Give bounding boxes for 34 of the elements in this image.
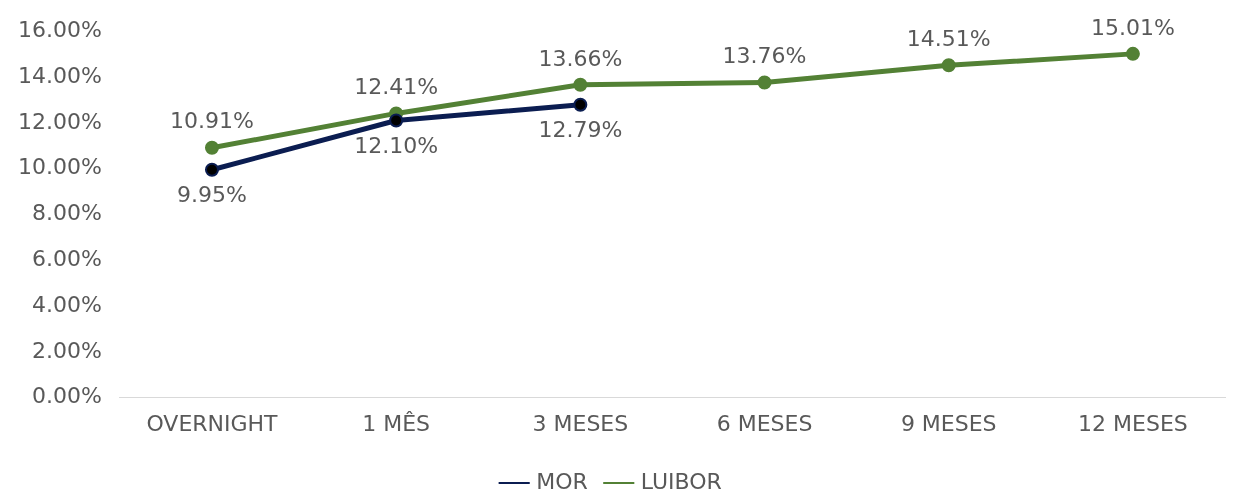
y-tick-label: 14.00% <box>18 62 102 88</box>
y-tick-label: 0.00% <box>32 383 102 409</box>
y-tick-label: 10.00% <box>18 154 102 180</box>
point <box>573 97 588 112</box>
legend-label: MOR <box>536 468 588 494</box>
y-tick-label: 12.00% <box>18 108 102 134</box>
y-tick-label: 16.00% <box>18 16 102 42</box>
point <box>204 162 219 177</box>
y-tick-label: 8.00% <box>32 200 102 226</box>
x-tick-label: 1 MÊS <box>362 410 431 436</box>
data-label: 14.51% <box>906 26 991 52</box>
x-tick-label: 6 MESES <box>716 410 813 436</box>
x-tick-label: 9 MESES <box>900 410 997 436</box>
x-tick-label: 3 MESES <box>532 410 629 436</box>
point <box>1125 46 1140 61</box>
data-label: 12.41% <box>354 74 439 100</box>
legend-label: LUIBOR <box>640 468 722 494</box>
x-tick-label: 12 MESES <box>1078 410 1188 436</box>
x-tick-label: OVERNIGHT <box>146 410 279 436</box>
data-label: 13.66% <box>538 45 623 71</box>
data-label: 12.10% <box>354 133 439 159</box>
data-label: 9.95% <box>177 182 247 208</box>
data-label: 10.91% <box>170 108 254 134</box>
point <box>573 77 588 92</box>
y-tick-label: 4.00% <box>32 291 102 317</box>
point <box>757 75 772 90</box>
point <box>941 58 956 73</box>
point <box>389 113 404 128</box>
y-tick-label: 6.00% <box>32 245 102 271</box>
y-tick-label: 2.00% <box>32 337 102 363</box>
data-label: 15.01% <box>1090 14 1175 40</box>
data-label: 13.76% <box>722 43 807 69</box>
data-label: 12.79% <box>538 117 623 143</box>
point <box>204 140 219 155</box>
